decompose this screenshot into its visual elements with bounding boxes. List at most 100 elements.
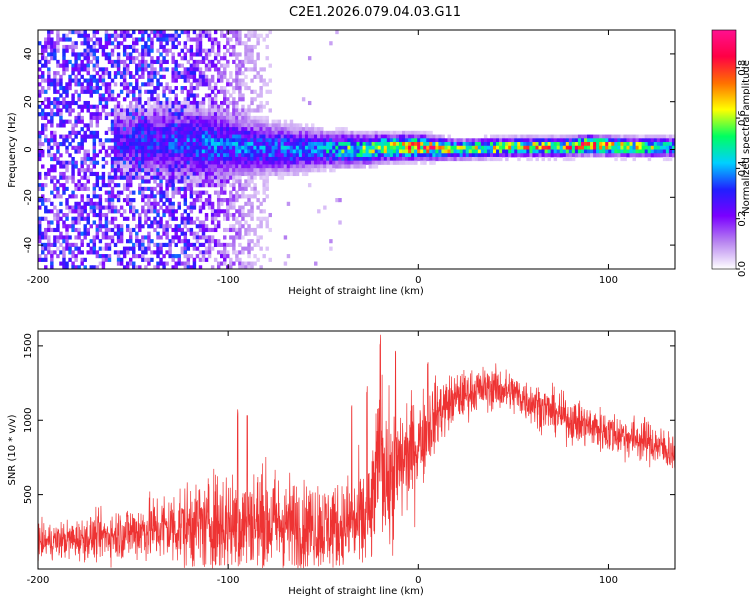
spectrogram-cell [71, 209, 75, 214]
spectrogram-cell [80, 261, 84, 266]
spectrogram-cell [262, 104, 266, 109]
spectrogram-cell [474, 145, 479, 150]
spectrogram-cell [438, 134, 442, 139]
spectrogram-cell [98, 37, 103, 42]
spectrogram-cell [426, 142, 430, 147]
spectrogram-cell [135, 235, 139, 240]
spectrogram-cell [62, 261, 66, 266]
spectrogram-cell [38, 224, 42, 229]
spectrogram-cell [59, 235, 63, 240]
spectrogram-cell [480, 156, 485, 162]
spectrogram-cell [122, 216, 127, 221]
spectrogram-cell [80, 168, 84, 173]
spectrogram-cell [323, 164, 327, 169]
colorbar-tick-label: 0.2 [737, 211, 748, 227]
spectrogram-cell [138, 164, 142, 169]
spectrogram-cell [395, 145, 400, 150]
spectrogram-cell [138, 246, 142, 251]
spectrogram-cell [356, 145, 360, 150]
spectrogram-cell [207, 130, 212, 135]
spectrogram-cell [262, 168, 266, 173]
spectrogram-cell [274, 153, 279, 158]
spectrogram-cell [232, 44, 236, 50]
spectrogram-cell [207, 82, 212, 87]
spectrogram-cell [216, 104, 221, 109]
spectrogram-cell [614, 138, 618, 143]
spectrogram-cell [147, 112, 151, 117]
spectrogram-cell [83, 37, 87, 42]
spectrogram-cell [132, 127, 136, 132]
spectrogram-cell [210, 63, 215, 68]
spectrogram-cell [259, 67, 263, 72]
spectrogram-cell [74, 216, 78, 221]
spectrogram-cell [386, 153, 391, 158]
spectrogram-cell [229, 123, 233, 128]
spectrogram-cell [83, 201, 87, 206]
spectrogram-cell [156, 130, 160, 135]
spectrogram-cell [292, 127, 297, 132]
spectrogram-cell [41, 257, 45, 262]
spectrogram-cell [180, 261, 184, 266]
spectrogram-cell [174, 254, 178, 259]
spectrogram-cell [241, 119, 245, 124]
spectrogram-cell [62, 254, 66, 259]
chart-title: C2E1.2026.079.04.03.G11 [289, 5, 461, 20]
spectrogram-cell [262, 190, 266, 195]
spectrogram-cell [177, 205, 181, 210]
spectrogram-cell [192, 104, 197, 109]
spectrogram-cell [229, 130, 233, 135]
spectrogram-cell [192, 183, 197, 188]
spectrogram-cell [326, 164, 330, 169]
spectrogram-cell [104, 224, 109, 229]
spectrogram-cell [83, 235, 87, 240]
spectrogram-cell [438, 138, 442, 143]
spectrogram-cell [329, 164, 333, 169]
spectrogram-cell [323, 138, 327, 143]
spectrogram-cell [62, 160, 66, 165]
spectrogram-cell [338, 130, 342, 135]
spectrogram-cell [201, 145, 206, 150]
spectrogram-cell [235, 56, 239, 61]
spectrogram-cell [174, 156, 178, 162]
spectrogram-cell [250, 227, 254, 233]
spectrogram-cell [53, 89, 57, 94]
spectrogram-cell [635, 145, 639, 150]
spectrogram-cell [226, 41, 230, 46]
spectrogram-cell [50, 153, 54, 158]
spectrogram-cell [523, 145, 527, 150]
spectrogram-cell [332, 134, 336, 139]
spectrogram-cell [168, 97, 172, 102]
spectrogram-cell [238, 205, 242, 210]
spectrogram-cell [571, 138, 576, 143]
spectrogram-cell [180, 175, 184, 180]
spectrogram-cell [232, 52, 236, 57]
spectrogram-cell [129, 74, 133, 79]
spectrogram-cell [153, 198, 157, 203]
spectrogram-cell [213, 183, 218, 188]
spectrogram-cell [213, 112, 218, 117]
spectrogram-cell [192, 123, 197, 128]
spectrogram-cell [411, 134, 415, 139]
spectrogram-cell [307, 156, 312, 162]
spectrogram-cell [50, 190, 54, 195]
spectrogram-cell [62, 239, 66, 244]
spectrogram-cell [432, 145, 436, 150]
spectrogram-cell [44, 242, 48, 247]
spectrogram-cell [135, 97, 139, 102]
spectrogram-cell [125, 250, 130, 255]
spectrogram-cell [56, 186, 60, 191]
spectrogram-cell [274, 171, 279, 177]
spectrogram-cell [359, 156, 363, 162]
spectrogram-cell [453, 142, 457, 147]
spectrogram-cell [216, 44, 221, 50]
spectrogram-cell [56, 145, 60, 150]
spectrogram-cell [656, 149, 661, 154]
spectrogram-cell [341, 149, 345, 154]
spectrogram-cell [204, 171, 209, 177]
spectrogram-cell [353, 153, 357, 158]
spectrogram-cell [262, 127, 266, 132]
spectrogram-cell [165, 37, 169, 42]
spectrogram-cell [186, 89, 191, 94]
spectrogram-cell [153, 74, 157, 79]
spectrogram-cell [71, 123, 75, 128]
